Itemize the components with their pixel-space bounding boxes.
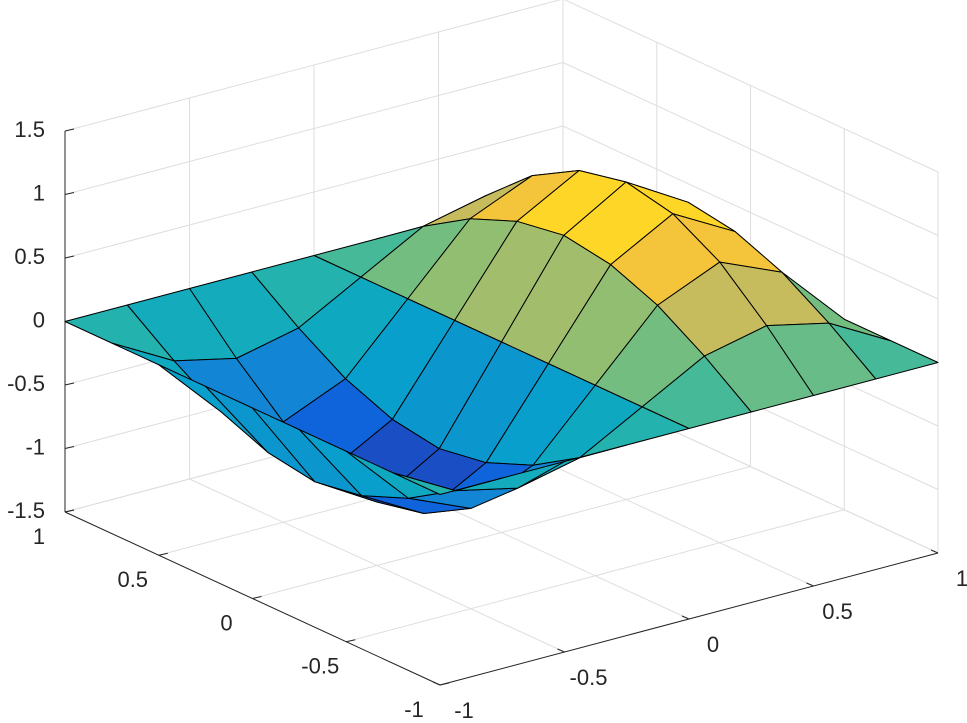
grid-line (64, 62, 564, 195)
z-tick-label: 0.5 (14, 244, 45, 269)
x-tick-label: 0.5 (822, 599, 853, 624)
y-tick-label: -0.5 (301, 654, 339, 679)
z-tick-label: 1 (33, 180, 45, 205)
z-tick-label: -0.5 (7, 371, 45, 396)
z-tick (64, 128, 75, 132)
x-tick-label: 0 (707, 632, 719, 657)
surface-face (392, 472, 503, 495)
x-tick-label: -0.5 (570, 665, 608, 690)
y-tick (439, 682, 450, 686)
y-tick (346, 639, 356, 643)
grid-line (252, 466, 751, 599)
y-tick (64, 509, 75, 513)
surface (64, 170, 939, 514)
x-tick (930, 549, 939, 554)
x-tick (432, 681, 441, 686)
y-tick (158, 552, 168, 556)
grid-line (562, 125, 939, 300)
z-tick (64, 255, 75, 259)
z-tick-label: 1.5 (14, 117, 45, 142)
x-tick-label: 1 (956, 566, 967, 591)
z-tick-label: -1 (25, 434, 45, 459)
grid-line (64, 125, 564, 259)
grid-line (64, 0, 562, 132)
z-tick (64, 382, 75, 386)
z-tick (64, 192, 75, 195)
grid-line (562, 62, 939, 236)
y-tick (252, 596, 262, 599)
z-tick-label: -1.5 (7, 498, 45, 523)
z-tick-label: 0 (33, 307, 45, 332)
y-tick-label: 1 (33, 524, 45, 549)
grid-line (346, 509, 845, 643)
x-tick (806, 582, 814, 587)
y-tick-label: -1 (404, 697, 424, 722)
grid-line (563, 0, 939, 173)
y-tick-label: 0.5 (117, 567, 148, 592)
x-tick (557, 648, 565, 653)
x-tick-label: -1 (454, 698, 474, 723)
x-tick (681, 615, 690, 620)
z-tick (64, 446, 75, 449)
y-tick-label: 0 (220, 610, 232, 635)
